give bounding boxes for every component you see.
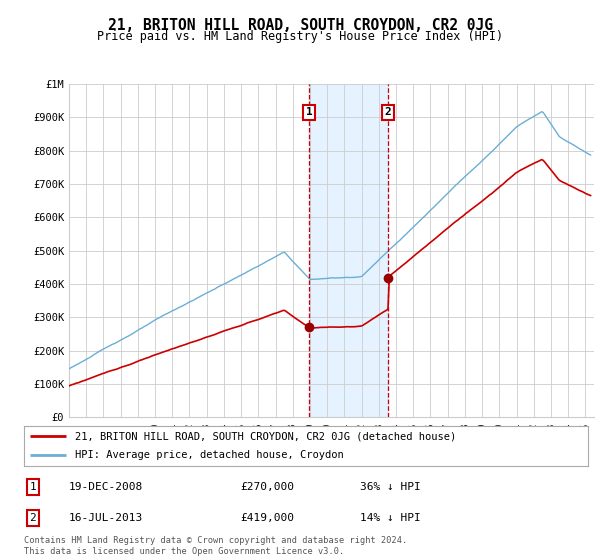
Text: 2: 2 <box>385 108 392 118</box>
Text: 21, BRITON HILL ROAD, SOUTH CROYDON, CR2 0JG (detached house): 21, BRITON HILL ROAD, SOUTH CROYDON, CR2… <box>75 432 456 441</box>
Text: £270,000: £270,000 <box>240 482 294 492</box>
Text: 1: 1 <box>29 482 37 492</box>
Text: 14% ↓ HPI: 14% ↓ HPI <box>360 513 421 522</box>
Text: 21, BRITON HILL ROAD, SOUTH CROYDON, CR2 0JG: 21, BRITON HILL ROAD, SOUTH CROYDON, CR2… <box>107 18 493 33</box>
Bar <box>309 84 388 417</box>
Text: £419,000: £419,000 <box>240 513 294 522</box>
Text: HPI: Average price, detached house, Croydon: HPI: Average price, detached house, Croy… <box>75 450 344 460</box>
Text: Contains HM Land Registry data © Crown copyright and database right 2024.
This d: Contains HM Land Registry data © Crown c… <box>24 536 407 556</box>
Text: 16-JUL-2013: 16-JUL-2013 <box>69 513 143 522</box>
Text: 2: 2 <box>29 513 37 522</box>
Text: 1: 1 <box>306 108 313 118</box>
Text: 36% ↓ HPI: 36% ↓ HPI <box>360 482 421 492</box>
Text: Price paid vs. HM Land Registry's House Price Index (HPI): Price paid vs. HM Land Registry's House … <box>97 30 503 43</box>
Text: 19-DEC-2008: 19-DEC-2008 <box>69 482 143 492</box>
